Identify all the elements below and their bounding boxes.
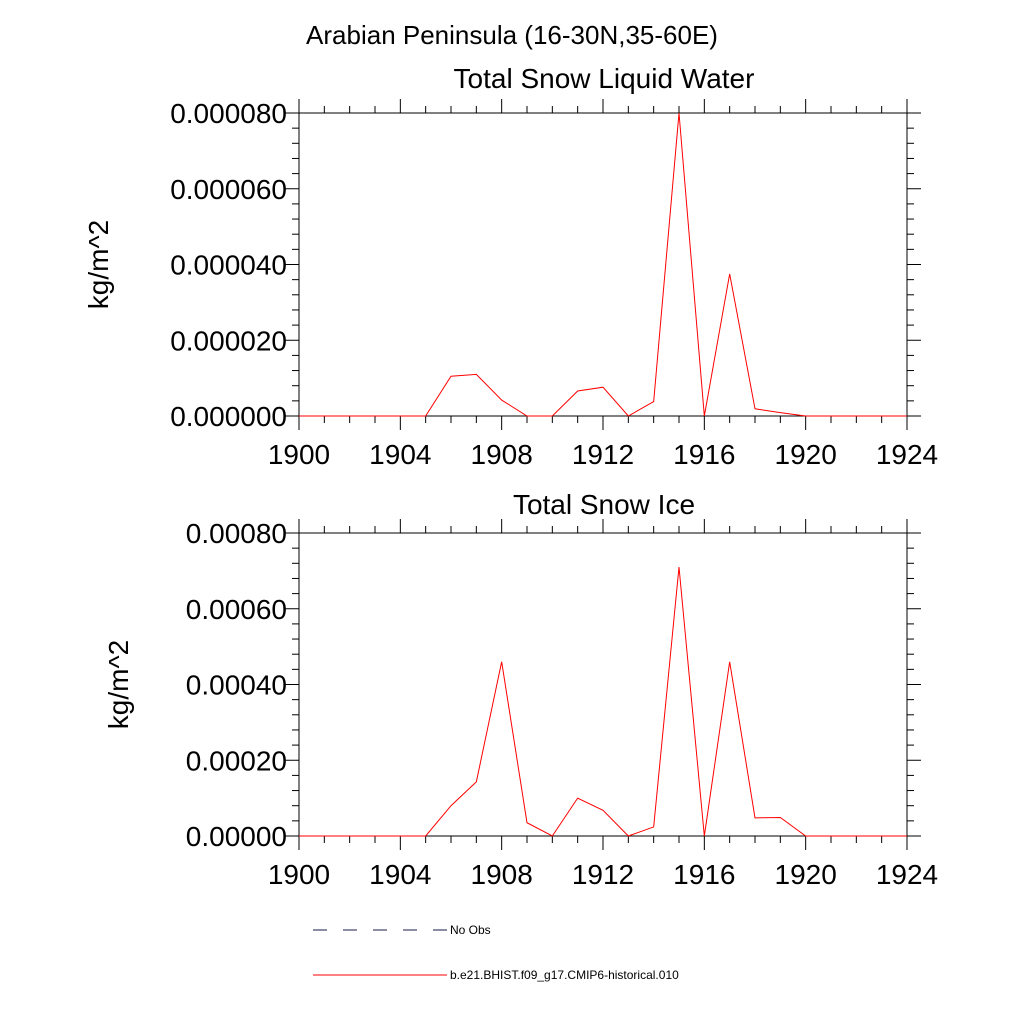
x-tick-label: 1912 [572,859,634,890]
y-tick-label: 0.00020 [186,745,287,776]
x-tick-label: 1920 [775,439,837,470]
y-axis-label: kg/m^2 [83,220,114,309]
y-axis-label: kg/m^2 [103,640,134,729]
x-tick-label: 1924 [876,439,938,470]
x-tick-label: 1912 [572,439,634,470]
y-tick-label: 0.00060 [186,594,287,625]
y-tick-label: 0.00080 [186,518,287,549]
plot-frame [298,532,908,837]
y-tick-label: 0.000000 [170,401,287,432]
plot-frame [298,112,908,417]
series-line [299,112,907,417]
x-tick-label: 1900 [268,859,330,890]
legend: No Obs b.e21.BHIST.f09_g17.CMIP6-histori… [313,923,679,982]
y-tick-label: 0.000080 [170,98,287,129]
x-tick-label: 1908 [471,439,533,470]
x-tick-label: 1904 [369,439,431,470]
panel-snow-liquid-water: Total Snow Liquid Water kg/m^2 1900 1904 190… [83,63,938,470]
x-tick-label: 1904 [369,859,431,890]
x-tick-label: 1920 [775,859,837,890]
legend-label-no-obs: No Obs [450,923,491,937]
y-tick-label: 0.000020 [170,325,287,356]
legend-label-model: b.e21.BHIST.f09_g17.CMIP6-historical.010 [450,968,679,982]
y-tick-label: 0.000040 [170,250,287,281]
x-tick-label: 1916 [673,439,735,470]
y-tick-label: 0.000060 [170,174,287,205]
y-tick-label: 0.00000 [186,821,287,852]
series-line [299,567,907,837]
panel-snow-ice: Total Snow Ice kg/m^2 1900 1904 1908 1912 1916… [103,489,938,890]
x-tick-label: 1908 [471,859,533,890]
region-title: Arabian Peninsula (16-30N,35-60E) [306,20,718,50]
chart-title: Total Snow Liquid Water [454,63,755,94]
x-tick-label: 1900 [268,439,330,470]
x-tick-label: 1916 [673,859,735,890]
chart-title: Total Snow Ice [513,489,695,520]
y-tick-label: 0.00040 [186,670,287,701]
x-tick-label: 1924 [876,859,938,890]
